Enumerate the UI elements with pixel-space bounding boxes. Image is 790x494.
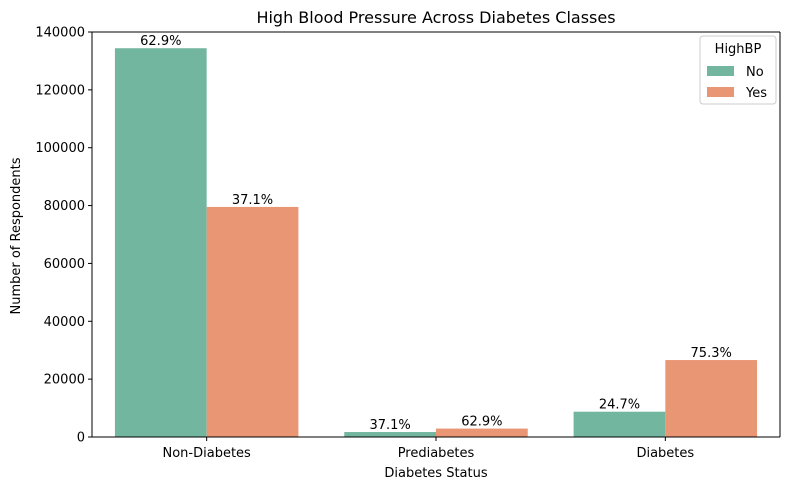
- y-tick-label: 80000: [44, 199, 85, 214]
- y-tick-label: 120000: [35, 83, 85, 98]
- bar-no-non-diabetes: [114, 48, 207, 437]
- y-tick-label: 60000: [44, 257, 85, 272]
- legend-title: HighBP: [715, 42, 762, 57]
- plot-area: 62.9% 37.1% 37.1% 62.9% 24.7% 75.3%: [114, 34, 758, 437]
- legend-label-yes: Yes: [745, 86, 767, 101]
- data-label: 37.1%: [369, 418, 410, 433]
- data-label: 62.9%: [461, 415, 502, 430]
- y-tick-label: 100000: [35, 141, 85, 156]
- x-tick-label: Prediabetes: [398, 446, 475, 461]
- data-label: 75.3%: [691, 346, 732, 361]
- legend-label-no: No: [746, 65, 764, 80]
- x-tick-label: Diabetes: [636, 446, 694, 461]
- y-tick-label: 0: [77, 431, 85, 446]
- bar-no-diabetes: [573, 411, 666, 437]
- data-label: 37.1%: [232, 193, 273, 208]
- bar-yes-prediabetes: [436, 428, 528, 437]
- y-tick-label: 40000: [44, 315, 85, 330]
- legend: HighBP No Yes: [699, 35, 777, 105]
- data-label: 62.9%: [140, 34, 181, 49]
- bar-yes-non-diabetes: [206, 206, 299, 437]
- legend-swatch-no: [707, 66, 734, 76]
- bar-yes-diabetes: [665, 360, 758, 437]
- data-label: 24.7%: [599, 398, 640, 413]
- y-axis-label: Number of Respondents: [9, 157, 24, 314]
- x-axis-label: Diabetes Status: [384, 466, 487, 481]
- chart-title: High Blood Pressure Across Diabetes Clas…: [256, 8, 615, 27]
- x-tick-label: Non-Diabetes: [163, 446, 252, 461]
- bar-no-prediabetes: [344, 432, 436, 437]
- legend-swatch-yes: [707, 87, 734, 97]
- y-tick-label: 20000: [44, 373, 85, 388]
- y-tick-label: 140000: [35, 26, 85, 41]
- axes: Non-Diabetes Prediabetes Diabetes 0 20000 400…: [35, 26, 781, 461]
